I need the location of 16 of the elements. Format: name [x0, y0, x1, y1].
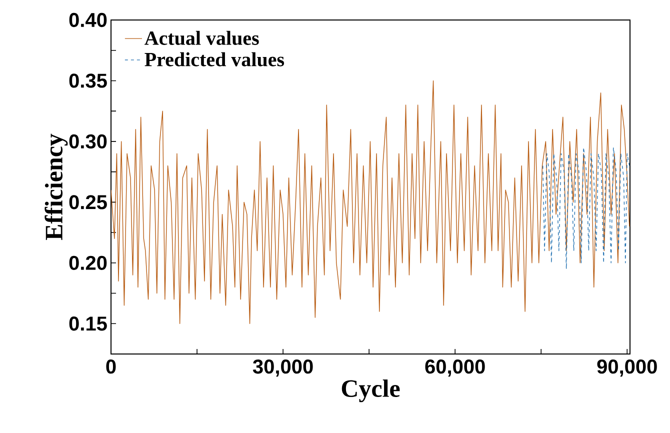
x-tick-label: 0 [106, 360, 116, 374]
x-tick-label: 30,000 [252, 360, 313, 377]
legend-label: Actual values [144, 30, 259, 46]
line-series [111, 80, 630, 324]
y-tick-label: 0.15 [69, 316, 107, 331]
y-tick-label: 0.20 [69, 256, 107, 270]
x-tick-label: 60,000 [425, 360, 485, 377]
y-tick-label: 0.40 [69, 12, 107, 28]
y-tick-label: 0.25 [69, 195, 107, 210]
y-axis-title: Efficiency [44, 134, 68, 240]
legend-label: Predicted values [144, 52, 284, 66]
x-axis-title: Cycle [342, 379, 400, 402]
y-tick-label: 0.30 [69, 134, 107, 149]
y-tick-label: 0.35 [69, 74, 107, 88]
x-tick-label: 90,000 [597, 360, 657, 377]
line-series [542, 147, 630, 270]
